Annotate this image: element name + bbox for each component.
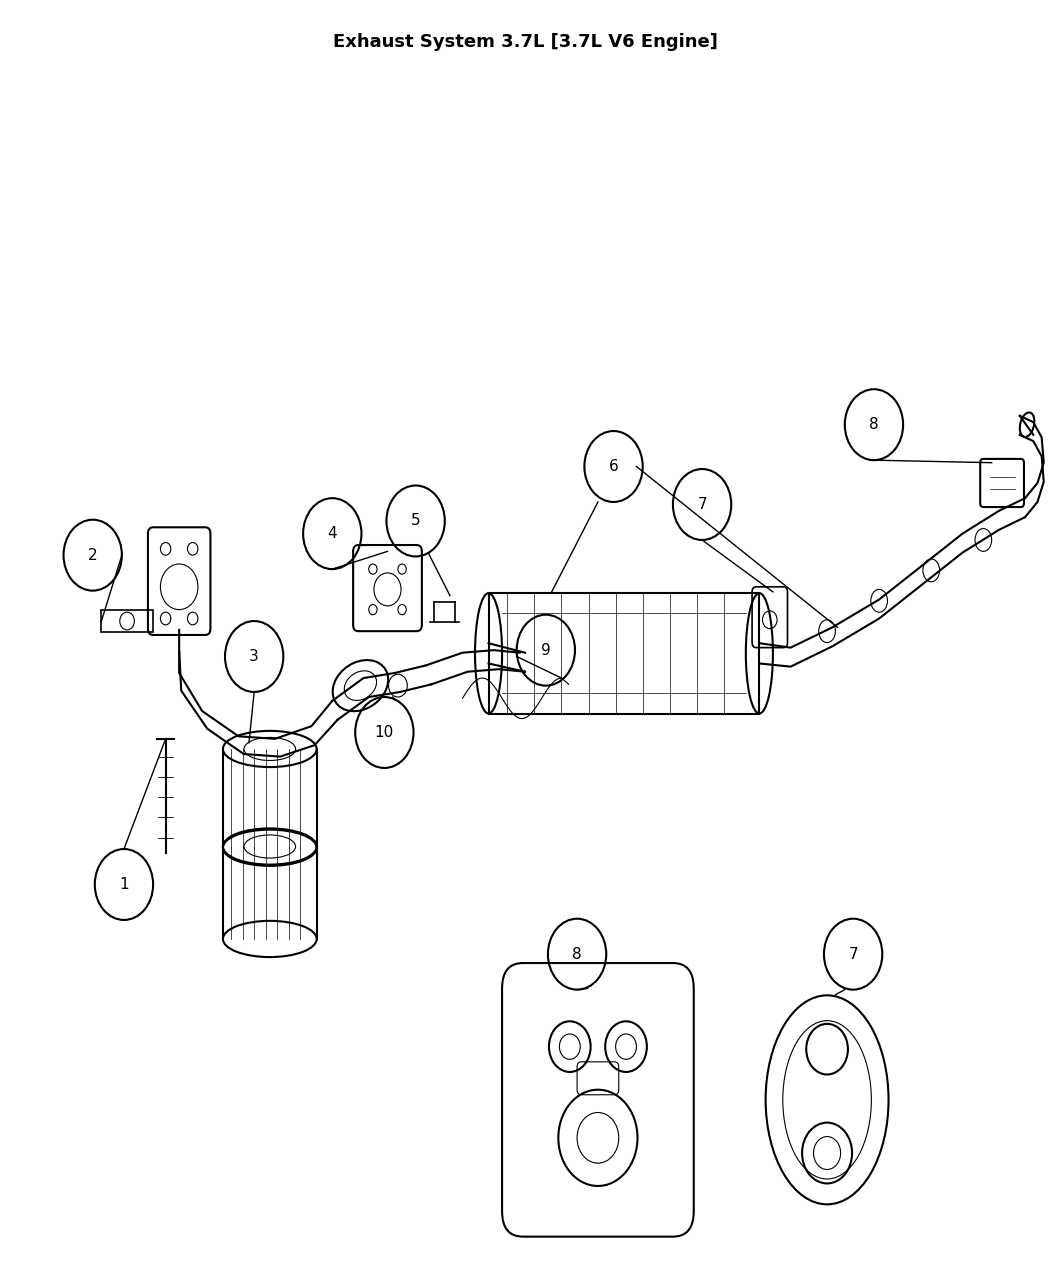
Text: 7: 7 (848, 946, 858, 961)
Text: 4: 4 (328, 527, 337, 541)
Text: 2: 2 (88, 548, 98, 562)
Bar (488, 593, 759, 714)
Text: 1: 1 (119, 877, 129, 892)
Text: 8: 8 (572, 946, 582, 961)
Text: 7: 7 (697, 497, 707, 513)
Text: Exhaust System 3.7L [3.7L V6 Engine]: Exhaust System 3.7L [3.7L V6 Engine] (333, 33, 717, 51)
Text: 8: 8 (869, 417, 879, 432)
Text: 6: 6 (609, 459, 618, 474)
Text: 10: 10 (375, 725, 394, 739)
Text: 9: 9 (541, 643, 550, 658)
Text: 5: 5 (411, 514, 420, 528)
Text: 3: 3 (249, 649, 259, 664)
